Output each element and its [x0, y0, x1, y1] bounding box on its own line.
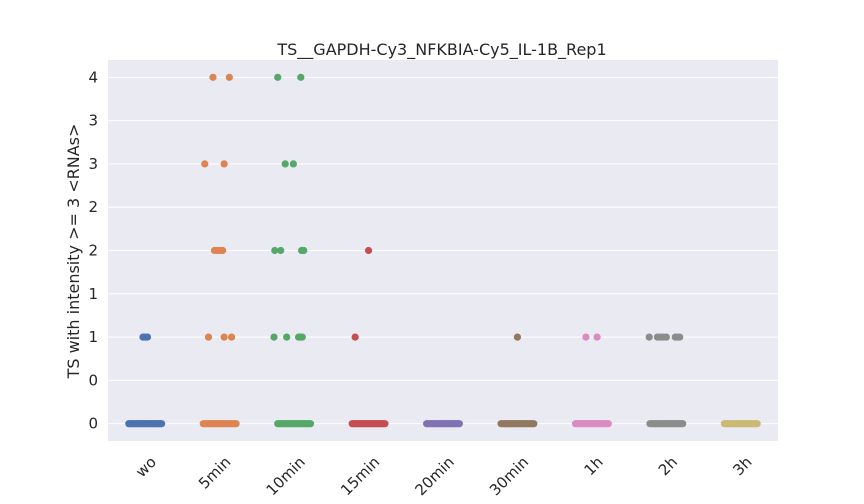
data-point — [219, 246, 227, 255]
y-tick-label: 1 — [88, 285, 98, 303]
data-point — [381, 420, 389, 428]
y-tick-label: 2 — [88, 198, 98, 216]
data-point — [676, 333, 684, 341]
y-axis-label: TS with intensity >= 3 <RNAs> — [64, 124, 83, 380]
x-tick-label: 5min — [195, 453, 234, 492]
data-point — [277, 246, 285, 255]
data-point — [270, 333, 278, 341]
data-point — [298, 333, 306, 341]
data-point — [227, 333, 236, 341]
data-point — [220, 333, 228, 341]
data-point — [283, 333, 291, 341]
data-point — [158, 420, 166, 428]
x-tick-label: 30min — [486, 453, 532, 499]
series-30min — [497, 333, 538, 428]
series-20min — [423, 420, 463, 428]
data-point — [364, 246, 373, 255]
data-point — [582, 333, 590, 341]
series-15min — [348, 246, 389, 428]
x-tick-label: 1h — [580, 453, 606, 479]
data-point — [455, 420, 463, 428]
y-tick-label: 4 — [88, 68, 98, 86]
series-10min — [270, 73, 315, 428]
data-point — [209, 73, 217, 81]
series-wo — [125, 333, 166, 428]
data-point — [289, 160, 297, 168]
x-tick-label: 3h — [729, 453, 755, 479]
data-point — [679, 420, 687, 428]
y-tick-label: 2 — [88, 242, 98, 260]
data-point — [143, 333, 152, 341]
data-point — [306, 420, 315, 428]
data-point — [513, 333, 522, 341]
y-tick-label: 0 — [88, 415, 98, 433]
x-tick-label: 2h — [655, 453, 681, 479]
y-tick-label: 1 — [88, 328, 98, 346]
y-tick-label: 0 — [88, 371, 98, 389]
data-point — [300, 246, 308, 255]
data-point — [204, 333, 213, 341]
data-point — [220, 160, 228, 168]
data-point — [225, 73, 233, 81]
x-tick-label: 20min — [412, 453, 458, 499]
data-point — [232, 420, 240, 428]
x-tick-label: 10min — [263, 453, 309, 499]
data-point — [530, 420, 538, 428]
data-point — [593, 333, 601, 341]
data-point — [271, 246, 279, 255]
x-tick-label: wo — [132, 453, 160, 481]
series-1h — [571, 333, 612, 428]
data-point — [274, 73, 282, 81]
y-tick-label: 3 — [88, 155, 98, 173]
data-point — [201, 160, 209, 168]
y-tick-labels: 0 0 1 1 2 2 3 3 4 — [88, 68, 98, 432]
data-point — [753, 420, 761, 428]
series-3h — [720, 420, 761, 428]
x-tick-label: 15min — [337, 453, 383, 499]
data-point — [281, 160, 289, 168]
series-5min — [199, 73, 240, 428]
data-points — [125, 73, 761, 428]
data-point — [645, 333, 653, 341]
chart-title: TS__GAPDH-Cy3_NFKBIA-Cy5_IL-1B_Rep1 — [276, 40, 606, 60]
x-tick-labels: wo 5min 10min 15min 20min 30min 1h 2h 3h — [132, 453, 755, 499]
series-2h — [645, 333, 687, 428]
data-point — [662, 333, 670, 341]
data-point — [351, 333, 359, 341]
data-point — [604, 420, 612, 428]
data-point — [297, 73, 305, 81]
y-tick-label: 3 — [88, 112, 98, 130]
